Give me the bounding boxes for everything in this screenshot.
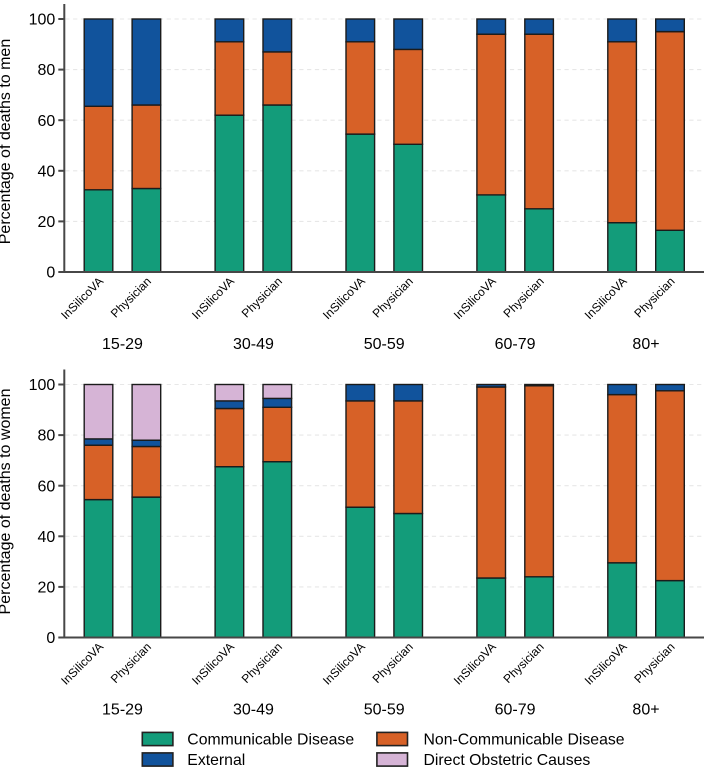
- svg-text:60: 60: [38, 478, 56, 495]
- svg-text:40: 40: [38, 529, 56, 546]
- svg-text:Direct Obstetric Causes: Direct Obstetric Causes: [424, 752, 591, 769]
- svg-text:100: 100: [29, 377, 56, 394]
- svg-text:60: 60: [38, 113, 56, 130]
- svg-text:Communicable Disease: Communicable Disease: [187, 731, 354, 748]
- svg-text:40: 40: [38, 163, 56, 180]
- svg-text:Percentage of deaths to men: Percentage of deaths to men: [0, 39, 14, 244]
- svg-text:30-49: 30-49: [233, 702, 274, 719]
- svg-text:100: 100: [29, 12, 56, 29]
- svg-text:30-49: 30-49: [233, 336, 274, 353]
- svg-text:15-29: 15-29: [102, 336, 143, 353]
- svg-text:Percentage of deaths to women: Percentage of deaths to women: [0, 389, 14, 615]
- svg-text:50-59: 50-59: [364, 336, 405, 353]
- svg-text:Non-Communicable Disease: Non-Communicable Disease: [424, 731, 625, 748]
- svg-text:80+: 80+: [632, 702, 659, 719]
- svg-text:80: 80: [38, 428, 56, 445]
- svg-text:0: 0: [46, 265, 55, 282]
- svg-text:80+: 80+: [632, 336, 659, 353]
- svg-text:20: 20: [38, 214, 56, 231]
- svg-text:50-59: 50-59: [364, 702, 405, 719]
- svg-text:15-29: 15-29: [102, 702, 143, 719]
- svg-text:80: 80: [38, 62, 56, 79]
- svg-text:0: 0: [46, 630, 55, 647]
- svg-text:60-79: 60-79: [495, 336, 536, 353]
- svg-text:External: External: [187, 752, 245, 769]
- svg-text:20: 20: [38, 580, 56, 597]
- svg-text:60-79: 60-79: [495, 702, 536, 719]
